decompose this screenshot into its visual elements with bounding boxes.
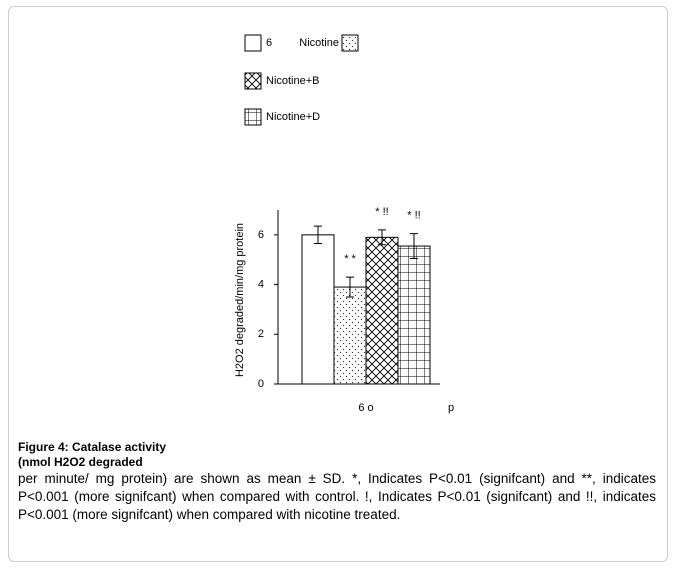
x-axis-label: p	[448, 402, 454, 414]
y-tick-label: 0	[258, 378, 264, 390]
error-bar	[346, 276, 354, 298]
error-bar	[314, 225, 322, 245]
error-bar	[378, 229, 386, 246]
caption-title: Figure 4: Catalase activity	[18, 440, 167, 454]
y-tick-label: 2	[258, 328, 264, 340]
chart: H2O2 degraded/min/mg protein p 0 2 4 6 6 o 6 *…	[234, 34, 454, 414]
legend-label: 6	[266, 37, 272, 49]
figure-frame	[8, 6, 668, 562]
legend-label: Nicotine+D	[266, 111, 320, 123]
bar	[397, 245, 431, 385]
caption-text: per minute/ mg protein) are shown as mea…	[18, 471, 656, 522]
error-bar	[410, 233, 418, 259]
y-tick-label: 4	[258, 278, 264, 290]
caption: Figure 4: Catalase activity (nmol H2O2 d…	[18, 440, 656, 524]
x-tick-label: 6 o	[358, 402, 373, 414]
y-tick-label: 6	[258, 229, 264, 241]
caption-subtitle: (nmol H2O2 degraded	[18, 455, 143, 469]
legend-swatch	[244, 72, 262, 90]
significance-label: * !!	[407, 210, 420, 222]
bar	[301, 234, 335, 385]
significance-label: * *	[344, 253, 356, 265]
legend-swatch	[244, 108, 262, 126]
legend-swatch	[244, 34, 262, 52]
legend-label: Nicotine	[299, 37, 339, 49]
legend-swatch	[341, 34, 359, 52]
significance-label: * !!	[375, 206, 388, 218]
legend-label: Nicotine+B	[266, 75, 320, 87]
bar	[333, 286, 367, 385]
y-axis-label: H2O2 degraded/min/mg protein	[234, 223, 246, 377]
bar	[365, 236, 399, 385]
